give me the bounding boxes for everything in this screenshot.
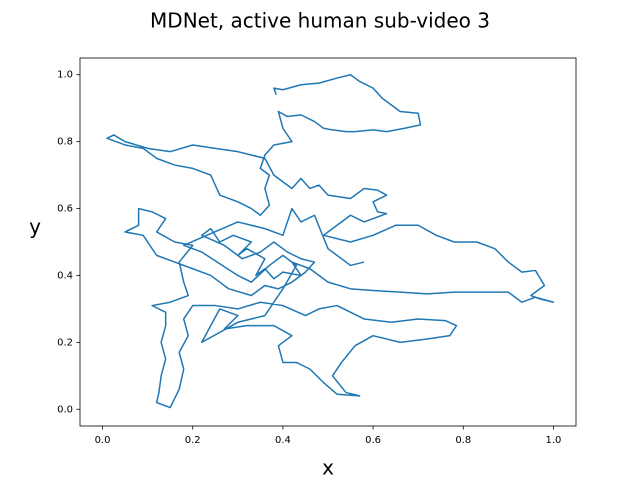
y-tick-label: 0.6 xyxy=(57,204,73,215)
y-tick-label: 0.2 xyxy=(57,337,73,348)
x-tick-label: 0.2 xyxy=(185,435,201,446)
y-tick-label: 0.8 xyxy=(57,137,73,148)
x-tick-label: 0.8 xyxy=(455,435,471,446)
x-tick-label: 0.4 xyxy=(275,435,291,446)
y-tick-label: 0.0 xyxy=(57,404,73,415)
x-tick-label: 0.6 xyxy=(365,435,381,446)
axes-frame xyxy=(79,57,577,427)
x-tick-label: 0.0 xyxy=(95,435,111,446)
y-tick-label: 0.4 xyxy=(57,270,73,281)
y-tick-label: 1.0 xyxy=(57,70,73,81)
trajectory-line xyxy=(106,73,555,409)
x-tick-label: 1.0 xyxy=(546,435,562,446)
y-axis-label: y xyxy=(29,215,41,239)
x-axis-label: x xyxy=(322,456,334,480)
chart-title: MDNet, active human sub-video 3 xyxy=(150,9,490,33)
